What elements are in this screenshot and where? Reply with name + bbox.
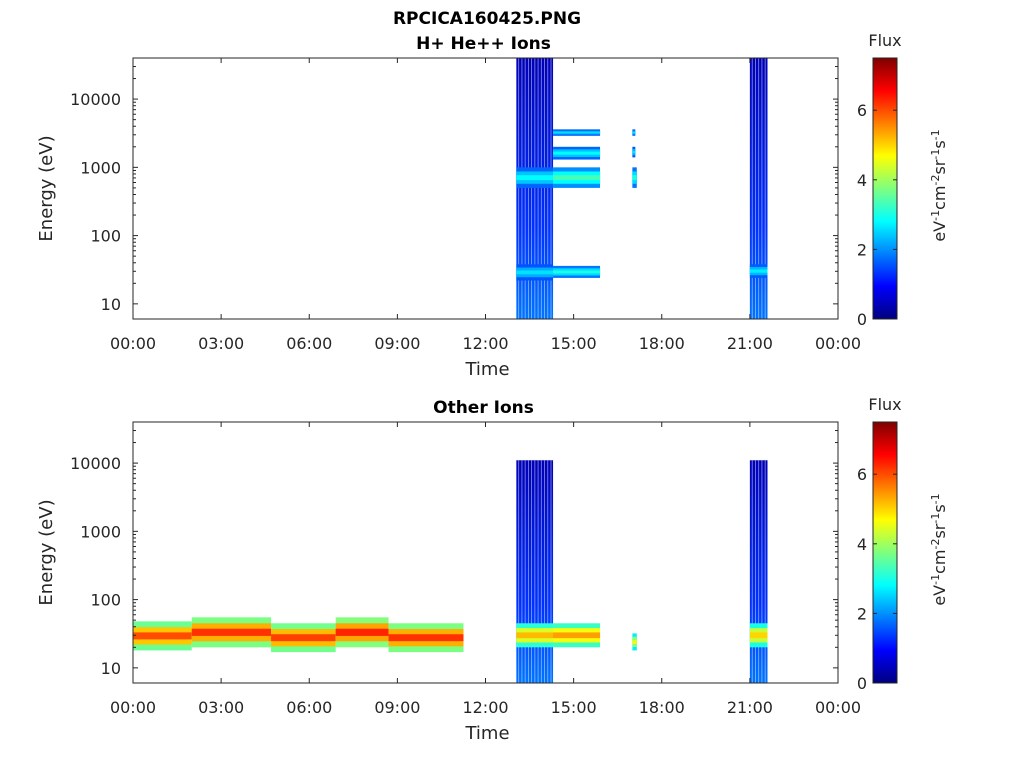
x-tick-label: 00:00 xyxy=(815,334,861,353)
flux-band-core xyxy=(553,151,601,155)
x-tick-label: 06:00 xyxy=(286,334,332,353)
flux-band-core xyxy=(516,632,554,639)
x-tick-label: 00:00 xyxy=(815,698,861,717)
colorbar xyxy=(872,421,898,684)
x-axis-label: Time xyxy=(464,359,509,380)
colorbar xyxy=(872,57,898,320)
flux-band-core xyxy=(632,131,636,134)
x-tick-label: 06:00 xyxy=(286,698,332,717)
colorbar-tick-label: 0 xyxy=(857,674,867,693)
y-axis-label: Energy (eV) xyxy=(36,499,57,605)
x-tick-label: 12:00 xyxy=(462,698,508,717)
x-tick-label: 00:00 xyxy=(110,698,156,717)
colorbar-title: Flux xyxy=(868,31,901,50)
colorbar-tick-label: 2 xyxy=(857,604,867,623)
colorbar-tick-label: 0 xyxy=(857,310,867,329)
x-axis-label: Time xyxy=(464,723,509,744)
x-tick-label: 00:00 xyxy=(110,334,156,353)
panel-2: 00:00 03:00 06:00 09:00 12:00 15:00 18:00 21:00… xyxy=(36,395,949,744)
colorbar-tick-label: 2 xyxy=(857,240,867,259)
y-tick-label: 100 xyxy=(90,227,121,246)
flux-band-core xyxy=(388,634,464,642)
colorbar-tick-label: 6 xyxy=(857,465,867,484)
flux-band-core xyxy=(335,628,389,636)
y-axis-label: Energy (eV) xyxy=(36,135,57,241)
x-tick-label: 15:00 xyxy=(551,698,597,717)
flux-band-core xyxy=(133,632,192,640)
x-tick-label: 12:00 xyxy=(462,334,508,353)
flux-band-core xyxy=(553,175,601,181)
x-tick-label: 15:00 xyxy=(551,334,597,353)
flux-band-core xyxy=(749,269,768,273)
flux-band-core xyxy=(632,175,637,181)
flux-band-core xyxy=(271,634,336,642)
y-tick-label: 10 xyxy=(101,659,121,678)
spectrogram-data xyxy=(133,460,768,683)
colorbar-tick-label: 6 xyxy=(857,101,867,120)
flux-band-core xyxy=(632,639,637,644)
colorbar-unit-label: eV-1cm-2sr-1s-1 xyxy=(929,129,950,241)
spectrogram-data xyxy=(516,58,768,319)
x-tick-label: 09:00 xyxy=(374,334,420,353)
y-tick-label: 1000 xyxy=(80,158,121,177)
panel-1: 00:00 03:00 06:00 09:00 12:00 15:00 18:00 21:00… xyxy=(36,31,949,380)
figure-title: RPCICA160425.PNG xyxy=(393,9,581,29)
flux-band-core xyxy=(553,131,601,134)
plot-area xyxy=(133,58,838,319)
panel-title: H+ He++ Ions xyxy=(416,34,551,54)
y-tick-label: 1000 xyxy=(80,522,121,541)
x-tick-label: 09:00 xyxy=(374,698,420,717)
x-tick-label: 03:00 xyxy=(198,334,244,353)
colorbar-tick-label: 4 xyxy=(857,535,867,554)
y-tick-label: 10 xyxy=(101,295,121,314)
x-tick-label: 18:00 xyxy=(639,698,685,717)
x-tick-label: 03:00 xyxy=(198,698,244,717)
y-tick-label: 10000 xyxy=(70,90,121,109)
colorbar-unit-label: eV-1cm-2sr-1s-1 xyxy=(929,493,950,605)
x-tick-label: 18:00 xyxy=(639,334,685,353)
flux-band-core xyxy=(516,175,554,181)
flux-band-core xyxy=(749,632,768,639)
flux-band-core xyxy=(191,628,272,636)
y-tick-label: 100 xyxy=(90,591,121,610)
flux-band-core xyxy=(553,270,601,274)
y-tick-label: 10000 xyxy=(70,454,121,473)
colorbar-tick-label: 4 xyxy=(857,171,867,190)
flux-band-core xyxy=(632,150,636,154)
flux-band-core xyxy=(516,270,554,275)
panel-title: Other Ions xyxy=(433,398,534,418)
x-tick-label: 21:00 xyxy=(727,698,773,717)
colorbar-title: Flux xyxy=(868,395,901,414)
x-tick-label: 21:00 xyxy=(727,334,773,353)
flux-band-core xyxy=(553,632,601,639)
